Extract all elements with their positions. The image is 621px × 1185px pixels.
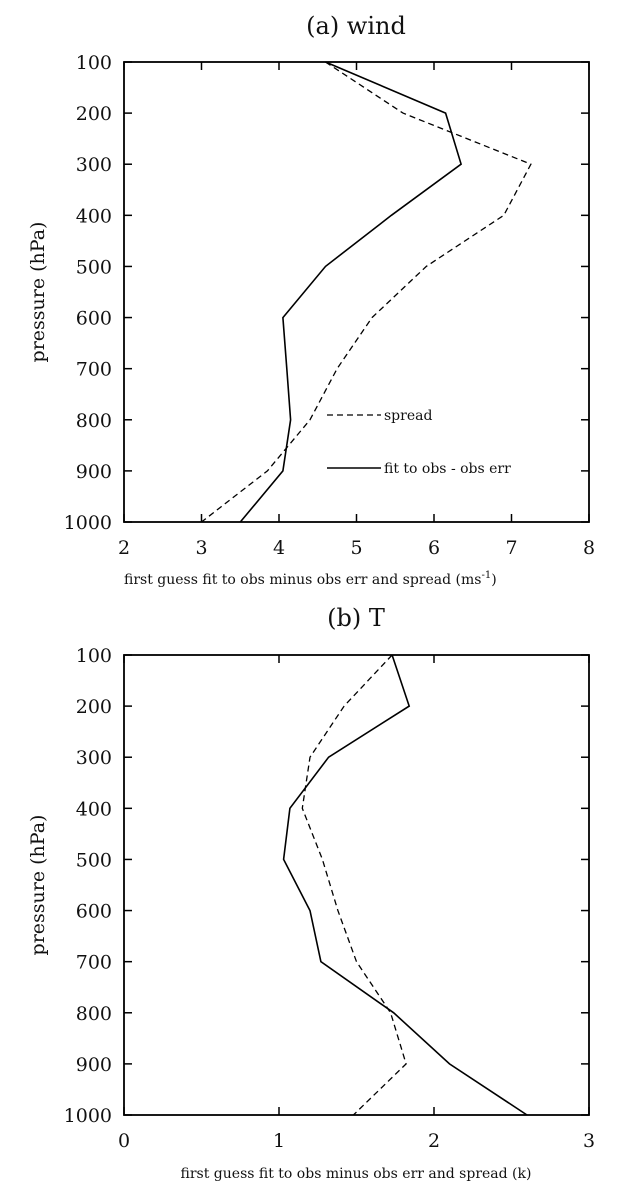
x-tick-label: 2 [428,1130,440,1152]
x-tick-label: 5 [350,537,362,559]
y-tick-label: 900 [76,1054,112,1076]
x-tick-label: 0 [118,1130,130,1152]
y-tick-label: 300 [76,747,112,769]
y-tick-label: 800 [76,410,112,432]
y-tick-label: 100 [76,645,112,667]
y-tick-label: 600 [76,308,112,330]
chart-title-wind: (a) wind [306,12,406,40]
y-tick-label: 600 [76,901,112,923]
x-tick-label: 6 [428,537,440,559]
y-tick-label: 200 [76,696,112,718]
y-tick-label: 400 [76,798,112,820]
series-line-fit [282,654,528,1116]
y-tick-label: 100 [76,52,112,74]
y-tick-label: 900 [76,461,112,483]
panel-wind: (a) wind 100 200 300 400 500 600 700 800 900 1000… [27,12,595,588]
legend-wind: spread fit to obs - obs err [327,408,511,477]
y-tick-label: 400 [76,205,112,227]
y-tick-label: 1000 [64,512,112,534]
y-tick-label: 300 [76,154,112,176]
y-tick-label: 700 [76,359,112,381]
legend-label-spread: spread [384,408,432,424]
x-tick-label: 8 [583,537,595,559]
plot-frame-temperature [123,654,590,1116]
y-tick-label: 700 [76,952,112,974]
panel-temperature: (b) T 100 200 300 400 500 600 700 800 900 1000 0 1… [27,604,595,1182]
legend-label-fit: fit to obs - obs err [384,461,511,477]
series-line-spread [301,654,407,1116]
x-tick-label: 4 [273,537,285,559]
x-axis-label-temperature: first guess fit to obs minus obs err and… [181,1166,532,1182]
y-tick-label: 1000 [64,1105,112,1127]
x-tick-label: 7 [505,537,517,559]
series-line-fit [239,61,463,523]
x-tick-label: 2 [118,537,130,559]
y-tick-label: 500 [76,849,112,871]
x-tick-label: 1 [273,1130,285,1152]
y-axis-label-temperature: pressure (hPa) [27,815,49,956]
series-line-spread [201,61,532,523]
y-axis-label-wind: pressure (hPa) [27,222,49,363]
x-axis-label-wind: first guess fit to obs minus obs err and… [124,570,497,588]
x-tick-label: 3 [583,1130,595,1152]
y-tick-label: 200 [76,103,112,125]
chart-title-temperature: (b) T [327,604,385,632]
plot-frame-wind [123,61,590,523]
y-tick-label: 500 [76,256,112,278]
x-tick-label: 3 [195,537,207,559]
y-tick-label: 800 [76,1003,112,1025]
